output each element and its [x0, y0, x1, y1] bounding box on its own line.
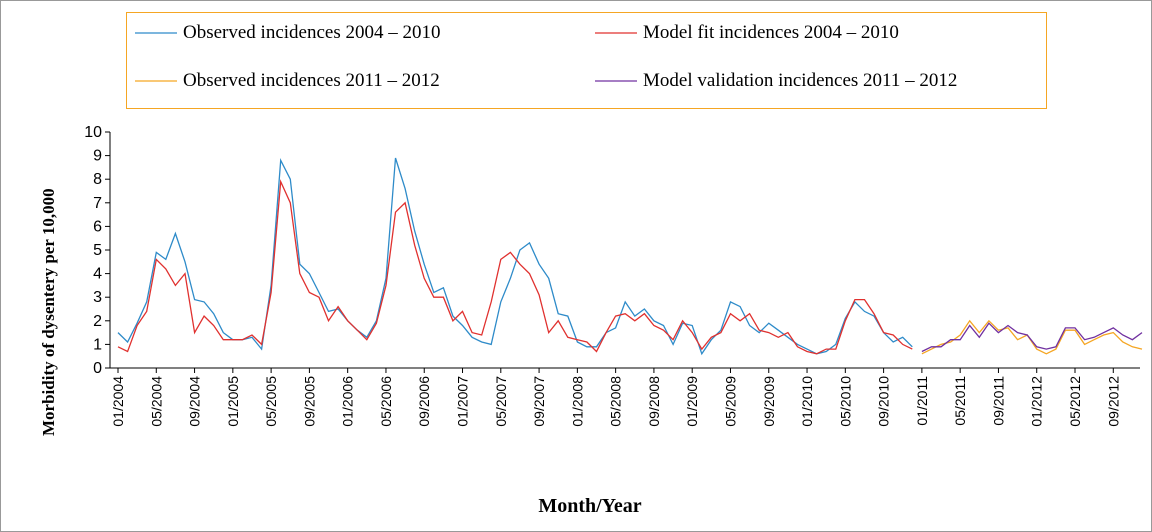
- y-axis-title: Morbidity of dysentery per 10,000: [39, 188, 58, 436]
- y-tick-label: 3: [93, 289, 102, 306]
- legend-label: Model validation incidences 2011 – 2012: [643, 70, 957, 91]
- x-tick-label: 05/2008: [608, 376, 624, 427]
- y-tick-label: 9: [93, 148, 102, 165]
- series-line: [921, 322, 1143, 353]
- series-line: [117, 157, 913, 356]
- y-tick-label: 0: [93, 360, 102, 377]
- y-tick-label: 1: [93, 336, 102, 353]
- x-tick-label: 01/2009: [684, 376, 700, 427]
- x-tick-label: 05/2005: [263, 376, 279, 427]
- legend-box: [126, 12, 1047, 109]
- x-tick-label: 01/2011: [914, 376, 930, 426]
- x-tick-label: 05/2009: [722, 376, 738, 427]
- x-tick-label: 09/2005: [301, 376, 317, 427]
- x-tick-label: 01/2010: [799, 376, 815, 427]
- legend-label: Observed incidences 2011 – 2012: [183, 70, 440, 91]
- y-tick-label: 6: [93, 218, 102, 235]
- x-tick-label: 09/2008: [646, 376, 662, 427]
- x-tick-label: 05/2007: [493, 376, 509, 427]
- x-tick-label: 09/2009: [761, 376, 777, 427]
- y-tick-label: 8: [93, 171, 102, 188]
- x-axis-title: Month/Year: [538, 495, 641, 517]
- series-line: [921, 319, 1143, 355]
- x-tick-label: 05/2012: [1067, 376, 1083, 427]
- x-tick-label: 01/2012: [1029, 376, 1045, 427]
- x-tick-label: 09/2007: [531, 376, 547, 427]
- legend-label: Model fit incidences 2004 – 2010: [643, 22, 899, 43]
- x-tick-label: 01/2008: [569, 376, 585, 427]
- x-tick-label: 05/2011: [952, 376, 968, 426]
- x-tick-label: 05/2010: [837, 376, 853, 427]
- x-tick-label: 09/2011: [990, 376, 1006, 426]
- x-tick-label: 01/2007: [455, 376, 471, 427]
- x-tick-label: 05/2004: [148, 376, 164, 427]
- x-tick-label: 09/2004: [187, 376, 203, 427]
- legend-label: Observed incidences 2004 – 2010: [183, 22, 441, 43]
- x-tick-label: 01/2005: [225, 376, 241, 427]
- x-tick-label: 01/2006: [340, 376, 356, 427]
- legend: Observed incidences 2004 – 2010 Model fit…: [135, 22, 957, 91]
- y-tick-label: 5: [93, 242, 102, 259]
- x-tick-label: 01/2004: [110, 376, 126, 427]
- x-tick-label: 09/2006: [416, 376, 432, 427]
- y-tick-label: 2: [93, 313, 102, 330]
- y-tick-label: 7: [93, 195, 102, 212]
- x-tick-label: 09/2012: [1105, 376, 1121, 427]
- y-axis-title-wrap: Morbidity of dysentery per 10,000: [39, 188, 58, 436]
- x-tick-label: 05/2006: [378, 376, 394, 427]
- y-tick-label: 10: [84, 124, 102, 141]
- y-tick-label: 4: [93, 266, 102, 283]
- series-line: [117, 179, 913, 355]
- x-tick-label: 09/2010: [876, 376, 892, 427]
